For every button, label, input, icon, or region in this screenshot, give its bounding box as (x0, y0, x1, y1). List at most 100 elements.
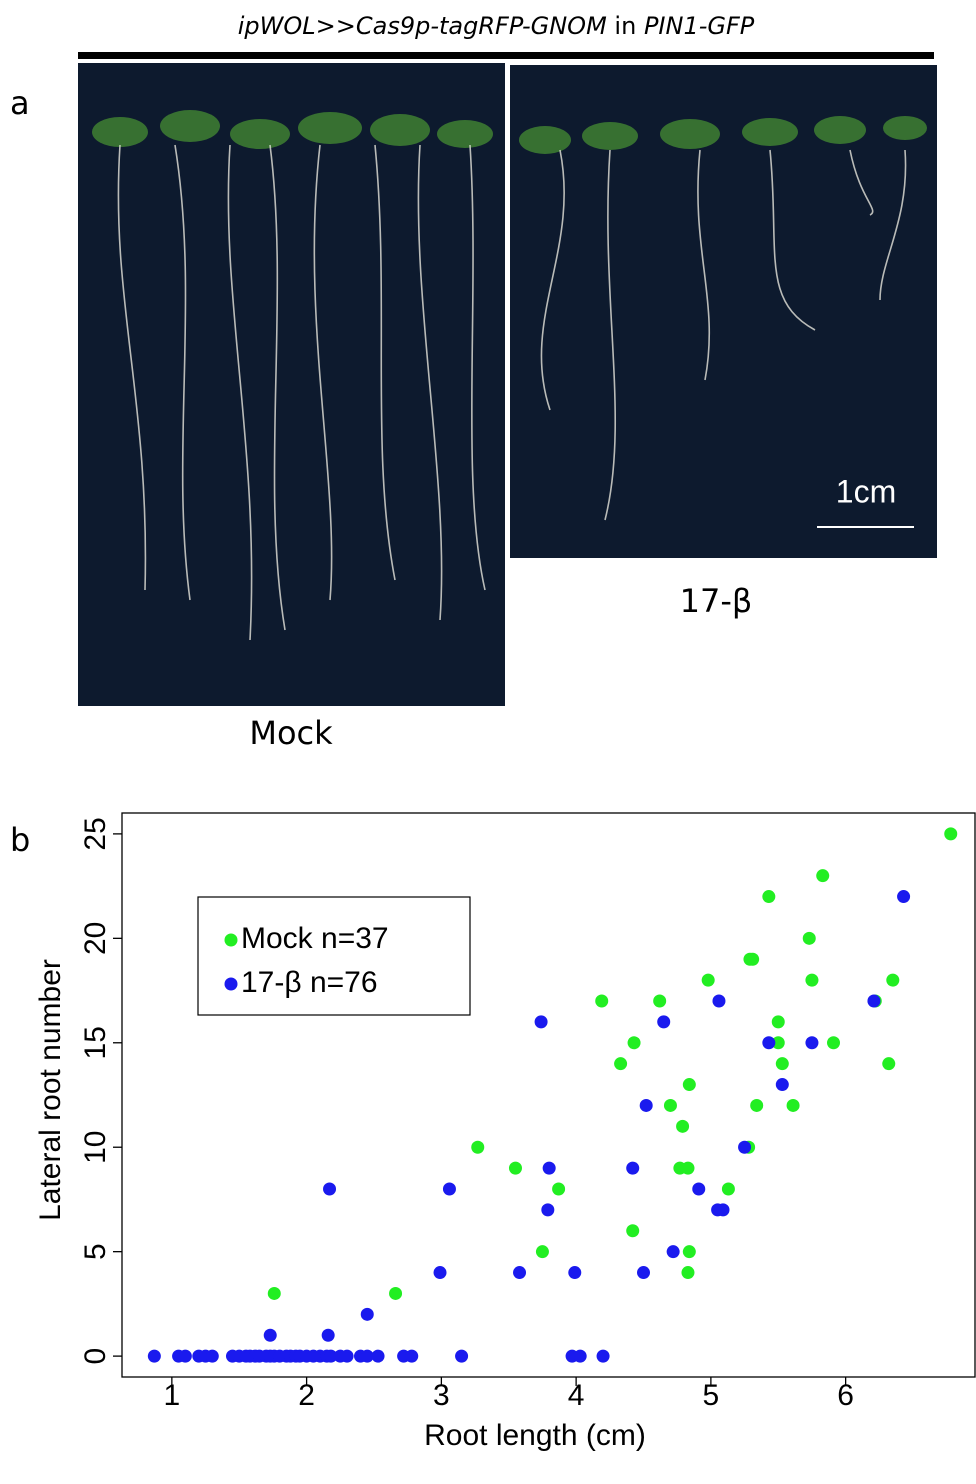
point (455, 1349, 469, 1363)
legend-label: Mock n=37 (241, 922, 389, 955)
point (389, 1286, 403, 1300)
point (676, 1119, 690, 1133)
point (405, 1349, 419, 1363)
point (614, 1057, 628, 1071)
point (508, 1161, 522, 1175)
point (775, 1078, 789, 1092)
photo-treated: 1cm (510, 65, 937, 558)
point (627, 1036, 641, 1050)
point (827, 1036, 841, 1050)
point (573, 1349, 587, 1363)
point (637, 1266, 651, 1280)
point (805, 1036, 819, 1050)
y-axis-label: Lateral root number (34, 959, 67, 1221)
point (371, 1349, 385, 1363)
point (324, 1349, 338, 1363)
point (712, 994, 726, 1008)
point (682, 1245, 696, 1259)
title-line: PIN1-GFP (644, 12, 755, 40)
legend-label: 17-β n=76 (241, 966, 378, 999)
y-tick-label: 20 (79, 922, 112, 955)
point (653, 994, 667, 1008)
figure-title: ipWOL>>Cas9p-tagRFP-GNOM in PIN1-GFP (238, 12, 755, 40)
panel-label: a (10, 84, 30, 122)
y-tick-label: 10 (79, 1131, 112, 1164)
point (263, 1328, 277, 1342)
title-gene: ipWOL>>Cas9p-tagRFP-GNOM (238, 12, 607, 40)
point (595, 994, 609, 1008)
point (816, 869, 830, 883)
y-tick-label: 0 (79, 1348, 112, 1365)
point (771, 1015, 785, 1029)
point (681, 1266, 695, 1280)
point (738, 1140, 752, 1154)
point (433, 1266, 447, 1280)
plot-frame (121, 812, 976, 1378)
x-tick-label: 1 (164, 1379, 181, 1412)
photo-label: 17-β (680, 582, 753, 620)
title-bar (78, 52, 934, 59)
point (666, 1245, 680, 1259)
point (340, 1349, 354, 1363)
y-tick-label: 5 (79, 1243, 112, 1260)
point (534, 1015, 548, 1029)
point (147, 1349, 161, 1363)
y-tick-label: 25 (79, 817, 112, 850)
panel-label: b (10, 821, 30, 859)
point (762, 890, 776, 904)
x-tick-label: 4 (568, 1379, 585, 1412)
point (944, 827, 958, 841)
point (746, 952, 760, 966)
point (750, 1098, 764, 1112)
point (178, 1349, 192, 1363)
point (552, 1182, 566, 1196)
point (267, 1286, 281, 1300)
point (513, 1266, 527, 1280)
point (205, 1349, 219, 1363)
point (786, 1098, 800, 1112)
point (657, 1015, 671, 1029)
point (541, 1203, 555, 1217)
point (360, 1349, 374, 1363)
title-joiner: in (614, 12, 636, 40)
x-tick-label: 5 (703, 1379, 720, 1412)
point (471, 1140, 485, 1154)
point (639, 1098, 653, 1112)
point (360, 1307, 374, 1321)
point (882, 1057, 896, 1071)
point (596, 1349, 610, 1363)
x-tick-label: 3 (433, 1379, 450, 1412)
point (867, 994, 881, 1008)
point (805, 973, 819, 987)
x-tick-label: 6 (837, 1379, 854, 1412)
legend-marker (224, 977, 238, 991)
x-axis-label: Root length (cm) (424, 1419, 646, 1452)
point (701, 973, 715, 987)
photo-mock (78, 63, 505, 706)
legend-marker (224, 933, 238, 947)
point (775, 1057, 789, 1071)
y-tick-label: 15 (79, 1026, 112, 1059)
point (802, 931, 816, 945)
point (542, 1161, 556, 1175)
point (681, 1161, 695, 1175)
point (442, 1182, 456, 1196)
point (626, 1224, 640, 1238)
point (692, 1182, 706, 1196)
point (721, 1182, 735, 1196)
point (716, 1203, 730, 1217)
point (626, 1161, 640, 1175)
point (323, 1182, 337, 1196)
point (771, 1036, 785, 1050)
x-tick-label: 2 (298, 1379, 315, 1412)
point (886, 973, 900, 987)
point (682, 1078, 696, 1092)
scale-bar-label: 1cm (836, 473, 896, 509)
point (897, 890, 911, 904)
point (663, 1098, 677, 1112)
photo-label: Mock (249, 714, 333, 752)
point (568, 1266, 582, 1280)
point (535, 1245, 549, 1259)
legend-box (197, 896, 471, 1016)
